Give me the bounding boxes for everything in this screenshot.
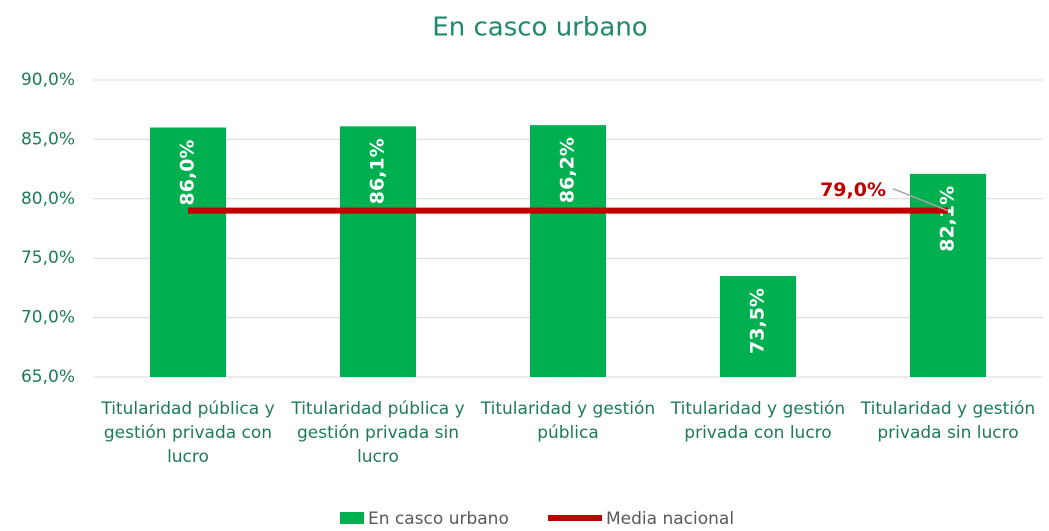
data-label: 73,5% (747, 288, 769, 354)
x-tick-label: Titularidad pública y gestión privada si… (291, 399, 465, 467)
x-tick-label: Titularidad y gestión privada sin lucro (860, 399, 1036, 443)
data-label: 86,0% (177, 140, 199, 206)
y-tick-label: 80,0% (21, 189, 75, 209)
y-tick-label: 85,0% (21, 129, 75, 149)
legend-swatch (340, 512, 364, 524)
bar (720, 276, 796, 377)
data-label: 82,1% (937, 186, 959, 252)
legend-label: Media nacional (606, 509, 734, 529)
bar (340, 126, 416, 377)
chart-title: En casco urbano (432, 13, 647, 43)
x-tick-label: Titularidad y gestión pública (480, 399, 656, 443)
data-label: 86,1% (367, 138, 389, 204)
y-tick-label: 90,0% (21, 70, 75, 90)
legend-label: En casco urbano (368, 509, 509, 529)
y-tick-label: 75,0% (21, 248, 75, 268)
y-tick-label: 70,0% (21, 308, 75, 328)
data-label: 79,0% (820, 179, 886, 201)
bar (150, 127, 226, 378)
data-label: 86,2% (557, 137, 579, 203)
leader-line (892, 187, 949, 212)
x-tick-label: Titularidad pública y gestión privada co… (101, 399, 275, 467)
x-tick-label: Titularidad y gestión privada con lucro (670, 399, 846, 443)
bar (530, 125, 606, 377)
y-tick-label: 65,0% (21, 367, 75, 387)
